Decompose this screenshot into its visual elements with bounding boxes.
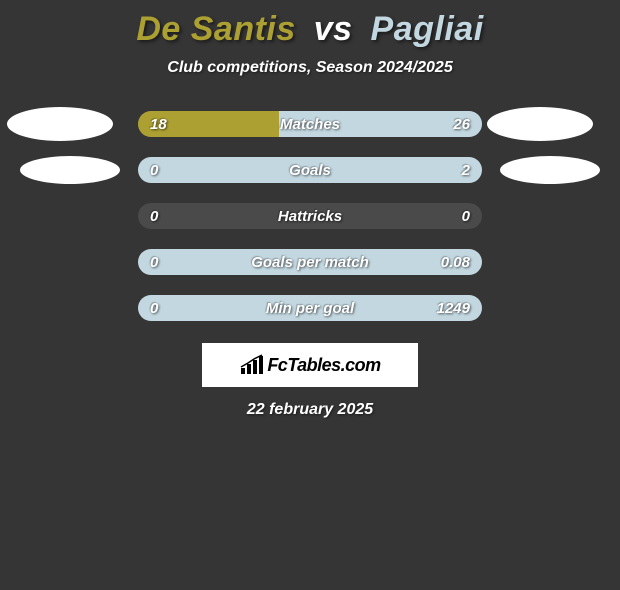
placeholder-oval-left	[20, 156, 120, 184]
stat-label: Hattricks	[278, 208, 342, 225]
placeholder-oval-right	[487, 107, 593, 141]
stat-value-left: 0	[150, 300, 158, 317]
comparison-title: De Santis vs Pagliai	[0, 10, 620, 49]
stat-row: 18 26 Matches	[0, 101, 620, 147]
player-left-name: De Santis	[136, 10, 295, 48]
vs-separator: vs	[314, 10, 353, 48]
logo-box: FcTables.com	[202, 343, 418, 387]
subtitle: Club competitions, Season 2024/2025	[0, 59, 620, 77]
stat-value-left: 0	[150, 254, 158, 271]
stat-value-right: 2	[462, 162, 470, 179]
stat-value-left: 0	[150, 208, 158, 225]
logo-text: FcTables.com	[267, 355, 380, 376]
stat-value-right: 0	[462, 208, 470, 225]
player-right-name: Pagliai	[371, 10, 484, 48]
stat-label: Min per goal	[266, 300, 354, 317]
stat-value-right: 0.08	[441, 254, 470, 271]
placeholder-oval-right	[500, 156, 600, 184]
stat-row: 0 2 Goals	[0, 147, 620, 193]
bar-chart-icon	[239, 354, 265, 376]
stat-row: 0 0.08 Goals per match	[0, 239, 620, 285]
placeholder-oval-left	[7, 107, 113, 141]
stat-row: 0 1249 Min per goal	[0, 285, 620, 331]
stat-value-right: 26	[453, 116, 470, 133]
stat-label: Goals per match	[251, 254, 369, 271]
stat-label: Goals	[289, 162, 331, 179]
stats-chart: 18 26 Matches 0 2 Goals 0 0 Hattricks 0 0.08 Goals …	[0, 101, 620, 331]
comparison-date: 22 february 2025	[0, 401, 620, 419]
stat-value-left: 0	[150, 162, 158, 179]
stat-value-right: 1249	[437, 300, 470, 317]
stat-label: Matches	[280, 116, 340, 133]
stat-row: 0 0 Hattricks	[0, 193, 620, 239]
stat-value-left: 18	[150, 116, 167, 133]
logo: FcTables.com	[239, 354, 380, 376]
